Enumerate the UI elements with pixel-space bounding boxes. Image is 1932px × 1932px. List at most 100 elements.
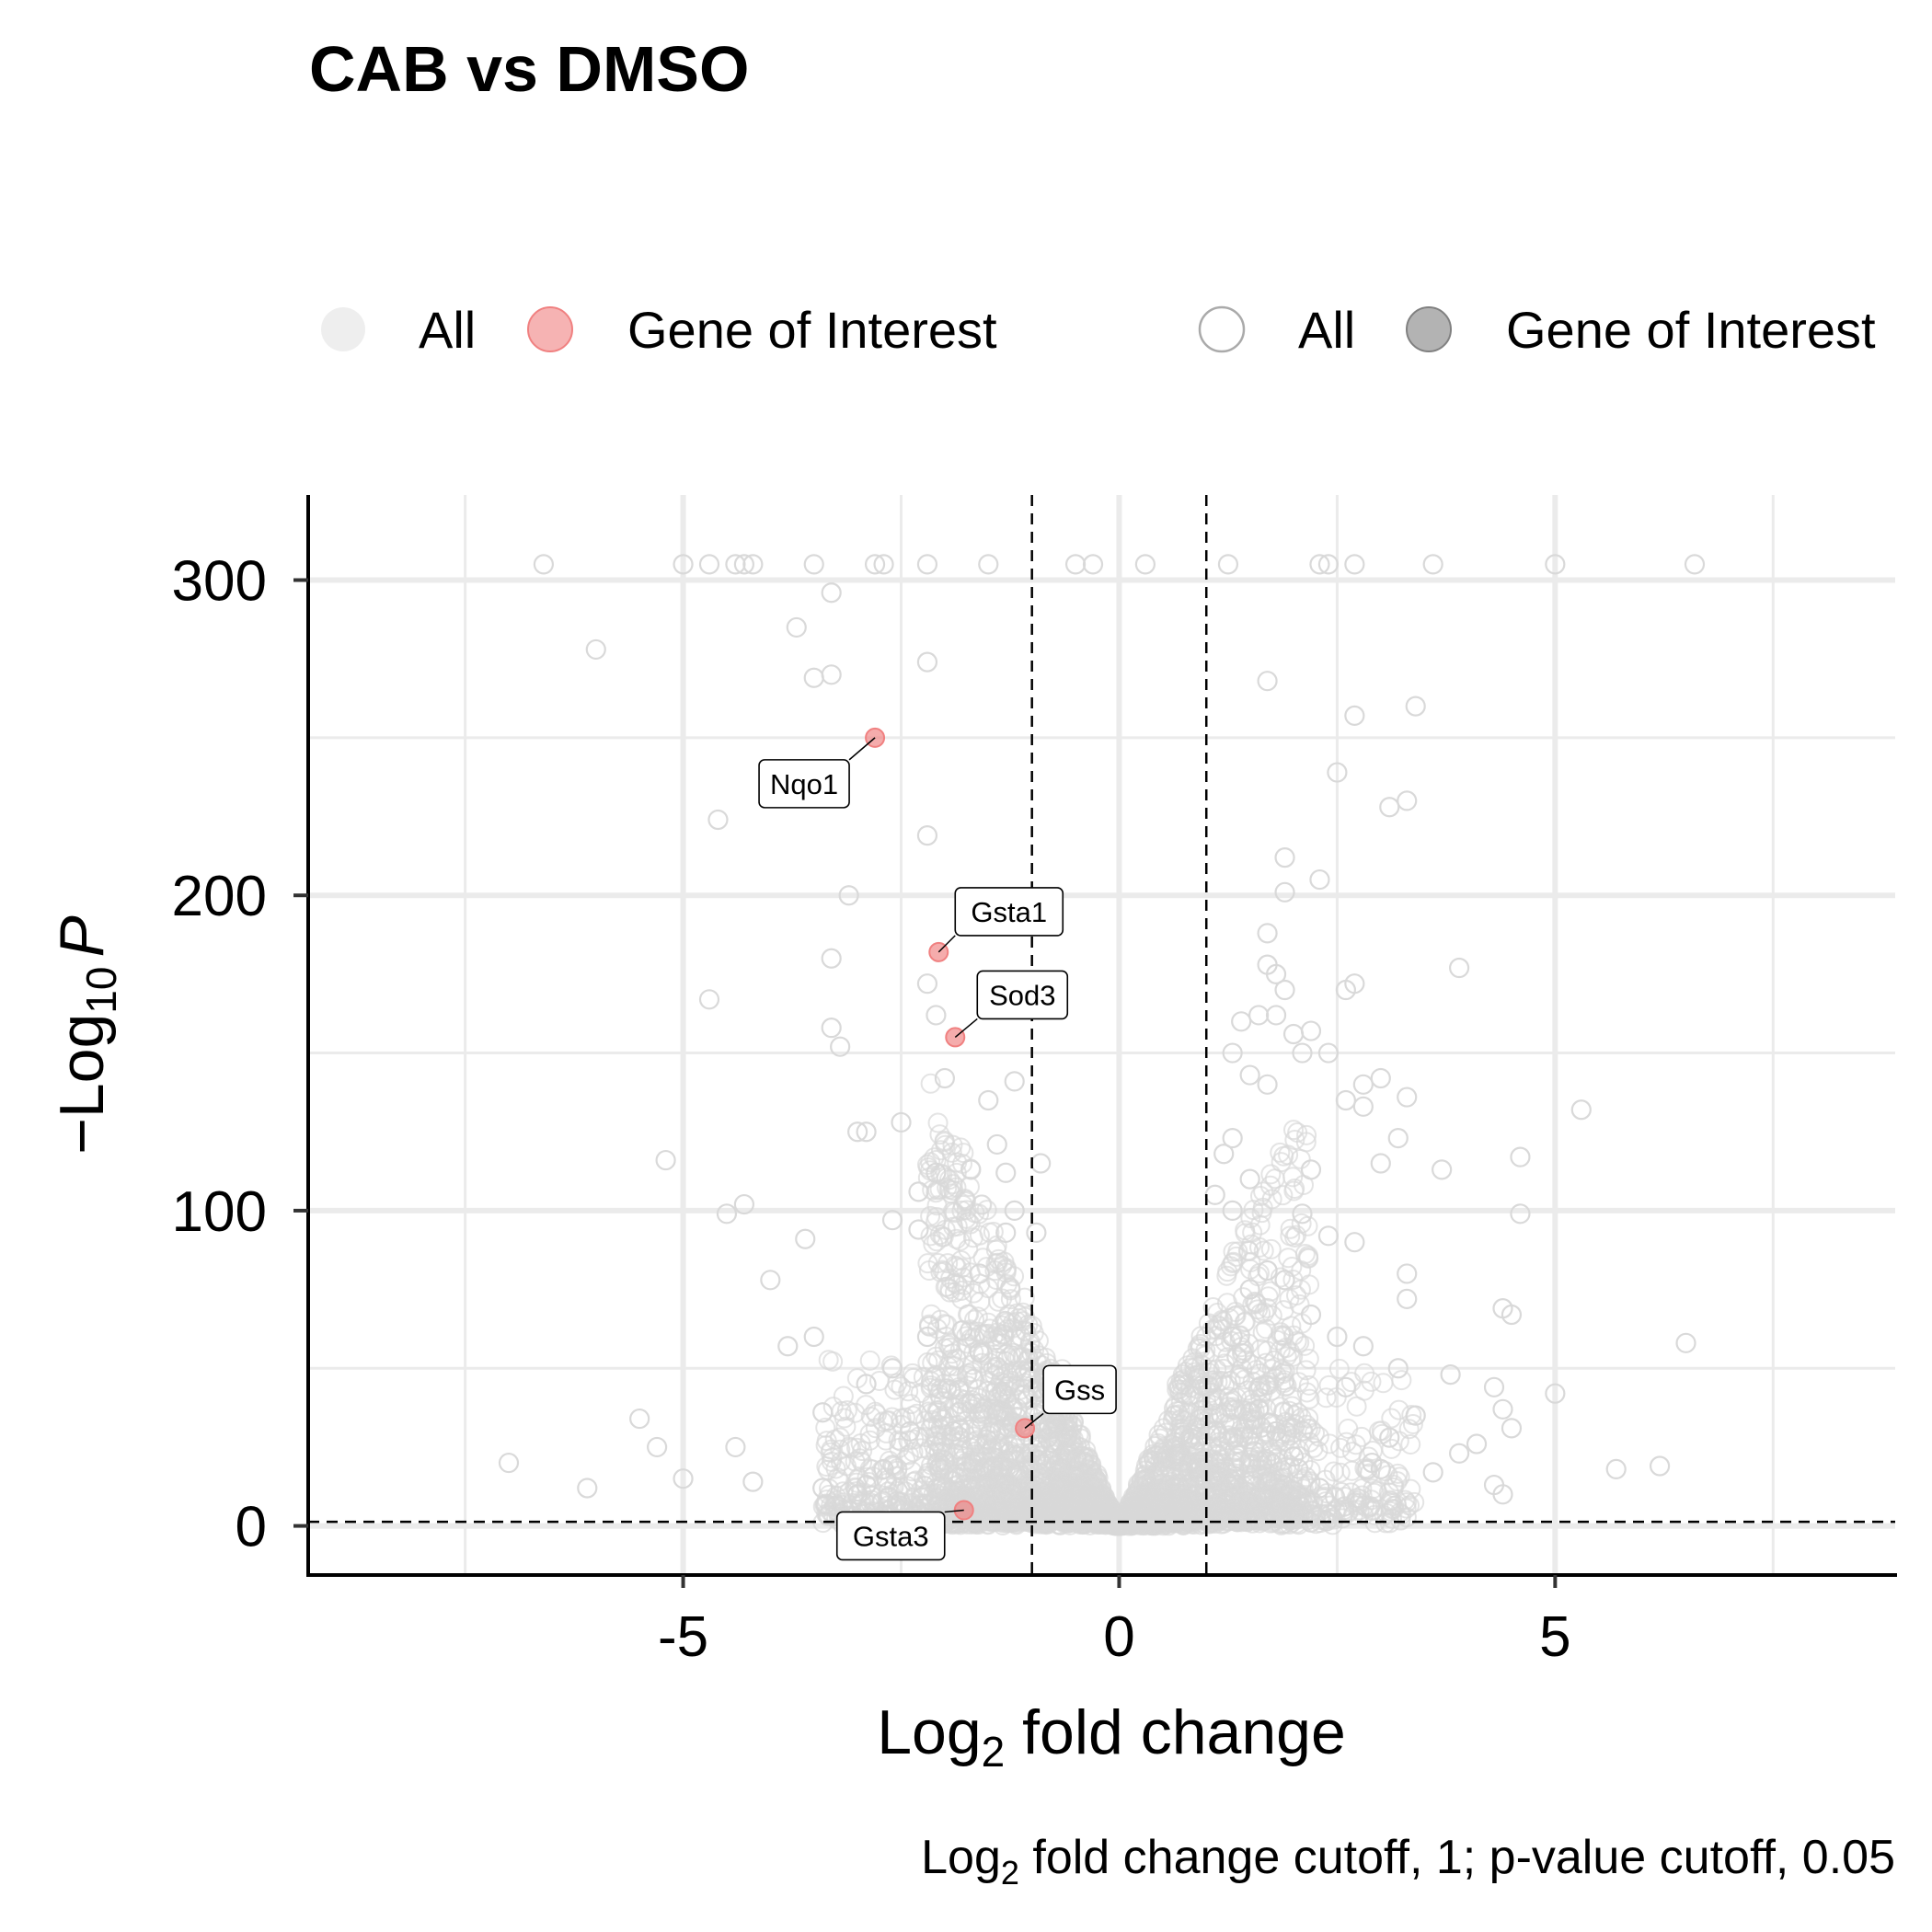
data-point-all: [926, 1195, 948, 1216]
data-point-all: [1077, 1486, 1098, 1507]
data-point-all: [1261, 1359, 1282, 1380]
data-point-all: [864, 554, 886, 575]
data-point-all: [902, 1363, 923, 1384]
data-point-all: [991, 1366, 1012, 1387]
data-point-all: [1336, 1432, 1357, 1453]
data-point-all: [1251, 1202, 1272, 1224]
data-point-all: [1317, 1042, 1340, 1064]
data-point-all: [1140, 1451, 1161, 1472]
data-point-all: [959, 1321, 980, 1342]
data-point-all: [964, 1451, 985, 1472]
data-point-all: [883, 1477, 904, 1498]
data-point-all: [1164, 1448, 1185, 1469]
data-point-all: [1028, 1506, 1049, 1527]
data-point-all: [1212, 1484, 1233, 1505]
data-point-all: [846, 1368, 868, 1389]
data-point-all: [1684, 554, 1706, 575]
data-point-all: [920, 1205, 941, 1226]
data-point-all: [1260, 1164, 1282, 1185]
data-point-all: [1297, 1215, 1318, 1236]
data-point-all: [1204, 1184, 1225, 1205]
data-point-all: [822, 1397, 844, 1418]
data-point-all: [1299, 1388, 1320, 1409]
data-point-all: [1211, 1318, 1232, 1340]
data-point-all: [975, 1447, 996, 1468]
data-point-all: [655, 1149, 676, 1171]
label-connector: [954, 1018, 978, 1039]
data-point-all: [1275, 1338, 1296, 1359]
data-point-all: [1335, 1089, 1356, 1111]
data-point-all: [1272, 1185, 1294, 1206]
data-point-all: [903, 1429, 925, 1450]
data-point-all: [1317, 1225, 1340, 1247]
data-point-all: [1352, 1074, 1374, 1095]
data-point-all: [1074, 1489, 1095, 1511]
data-point-all: [803, 1326, 824, 1348]
label-connector: [848, 737, 876, 761]
data-point-all: [1226, 1347, 1248, 1368]
data-point-all: [1008, 1460, 1029, 1481]
data-point-all: [1387, 1463, 1409, 1484]
data-point-all: [1005, 1327, 1026, 1348]
legend-key-gene-shape: [1406, 306, 1452, 352]
data-point-all: [1492, 1484, 1513, 1505]
data-point-all: [920, 1377, 941, 1398]
data-point-all: [1294, 1174, 1315, 1195]
data-point-all: [930, 1140, 951, 1161]
data-point-all: [860, 1406, 881, 1427]
data-point-all: [830, 1036, 851, 1057]
data-point-all: [1201, 1382, 1222, 1403]
data-point-all: [914, 1427, 936, 1448]
data-point-all: [1019, 1362, 1041, 1383]
data-point-all: [1252, 1455, 1273, 1476]
gene-label-nqo1: Nqo1: [770, 768, 838, 800]
data-point-all: [1329, 1462, 1351, 1483]
data-point-all: [1212, 1309, 1233, 1330]
data-point-all: [978, 1089, 999, 1111]
data-point-all: [871, 1460, 892, 1481]
data-point-all: [1219, 1307, 1240, 1328]
data-point-all: [1287, 1121, 1308, 1143]
data-point-all: [1178, 1404, 1199, 1425]
data-point-all: [1286, 1285, 1307, 1306]
data-point-all: [1282, 1120, 1304, 1141]
data-point-all: [918, 1260, 939, 1282]
data-point-all: [1261, 1441, 1282, 1462]
data-point-all: [994, 1439, 1015, 1460]
data-point-all: [845, 1402, 866, 1423]
data-point-all: [1381, 1438, 1402, 1459]
data-point-all: [1253, 1510, 1274, 1531]
data-point-all: [947, 1152, 968, 1173]
data-point-all: [1389, 1466, 1410, 1488]
data-point-all: [983, 1326, 1004, 1347]
data-point-all: [1282, 1257, 1303, 1278]
data-point-all: [1004, 1071, 1025, 1092]
data-point-all: [1278, 1248, 1299, 1269]
data-point-all: [934, 1261, 955, 1282]
data-point-all: [1352, 1096, 1374, 1117]
data-point-all: [1675, 1332, 1696, 1353]
data-point-all: [1252, 1322, 1273, 1343]
data-point-all: [1213, 1144, 1235, 1165]
data-point-all: [1177, 1508, 1198, 1529]
data-point-all: [1253, 1181, 1274, 1202]
gene-labels: Nqo1 Gsta1 Sod3 Gss Gsta3: [758, 737, 1117, 1561]
data-point-all: [1165, 1436, 1186, 1457]
data-point-all: [995, 1351, 1017, 1372]
data-point-all: [1240, 1474, 1261, 1495]
data-point-all: [1046, 1466, 1067, 1488]
data-point-all: [1298, 1248, 1319, 1269]
data-point-all: [859, 1350, 880, 1371]
data-point-all: [1273, 1300, 1294, 1321]
data-point-all: [1265, 963, 1287, 984]
data-point-all: [974, 1404, 995, 1425]
data-point-all: [1019, 1370, 1041, 1391]
data-point-all: [1217, 1261, 1238, 1282]
data-point-all: [1183, 1496, 1204, 1517]
data-point-all: [1128, 1476, 1149, 1497]
y-axis-ticks: 0 100 200 300: [172, 550, 308, 1559]
data-point-all: [1388, 1431, 1409, 1452]
data-point-all: [937, 1253, 959, 1274]
data-point-all: [1198, 1453, 1219, 1474]
data-point-all: [1346, 1396, 1367, 1417]
